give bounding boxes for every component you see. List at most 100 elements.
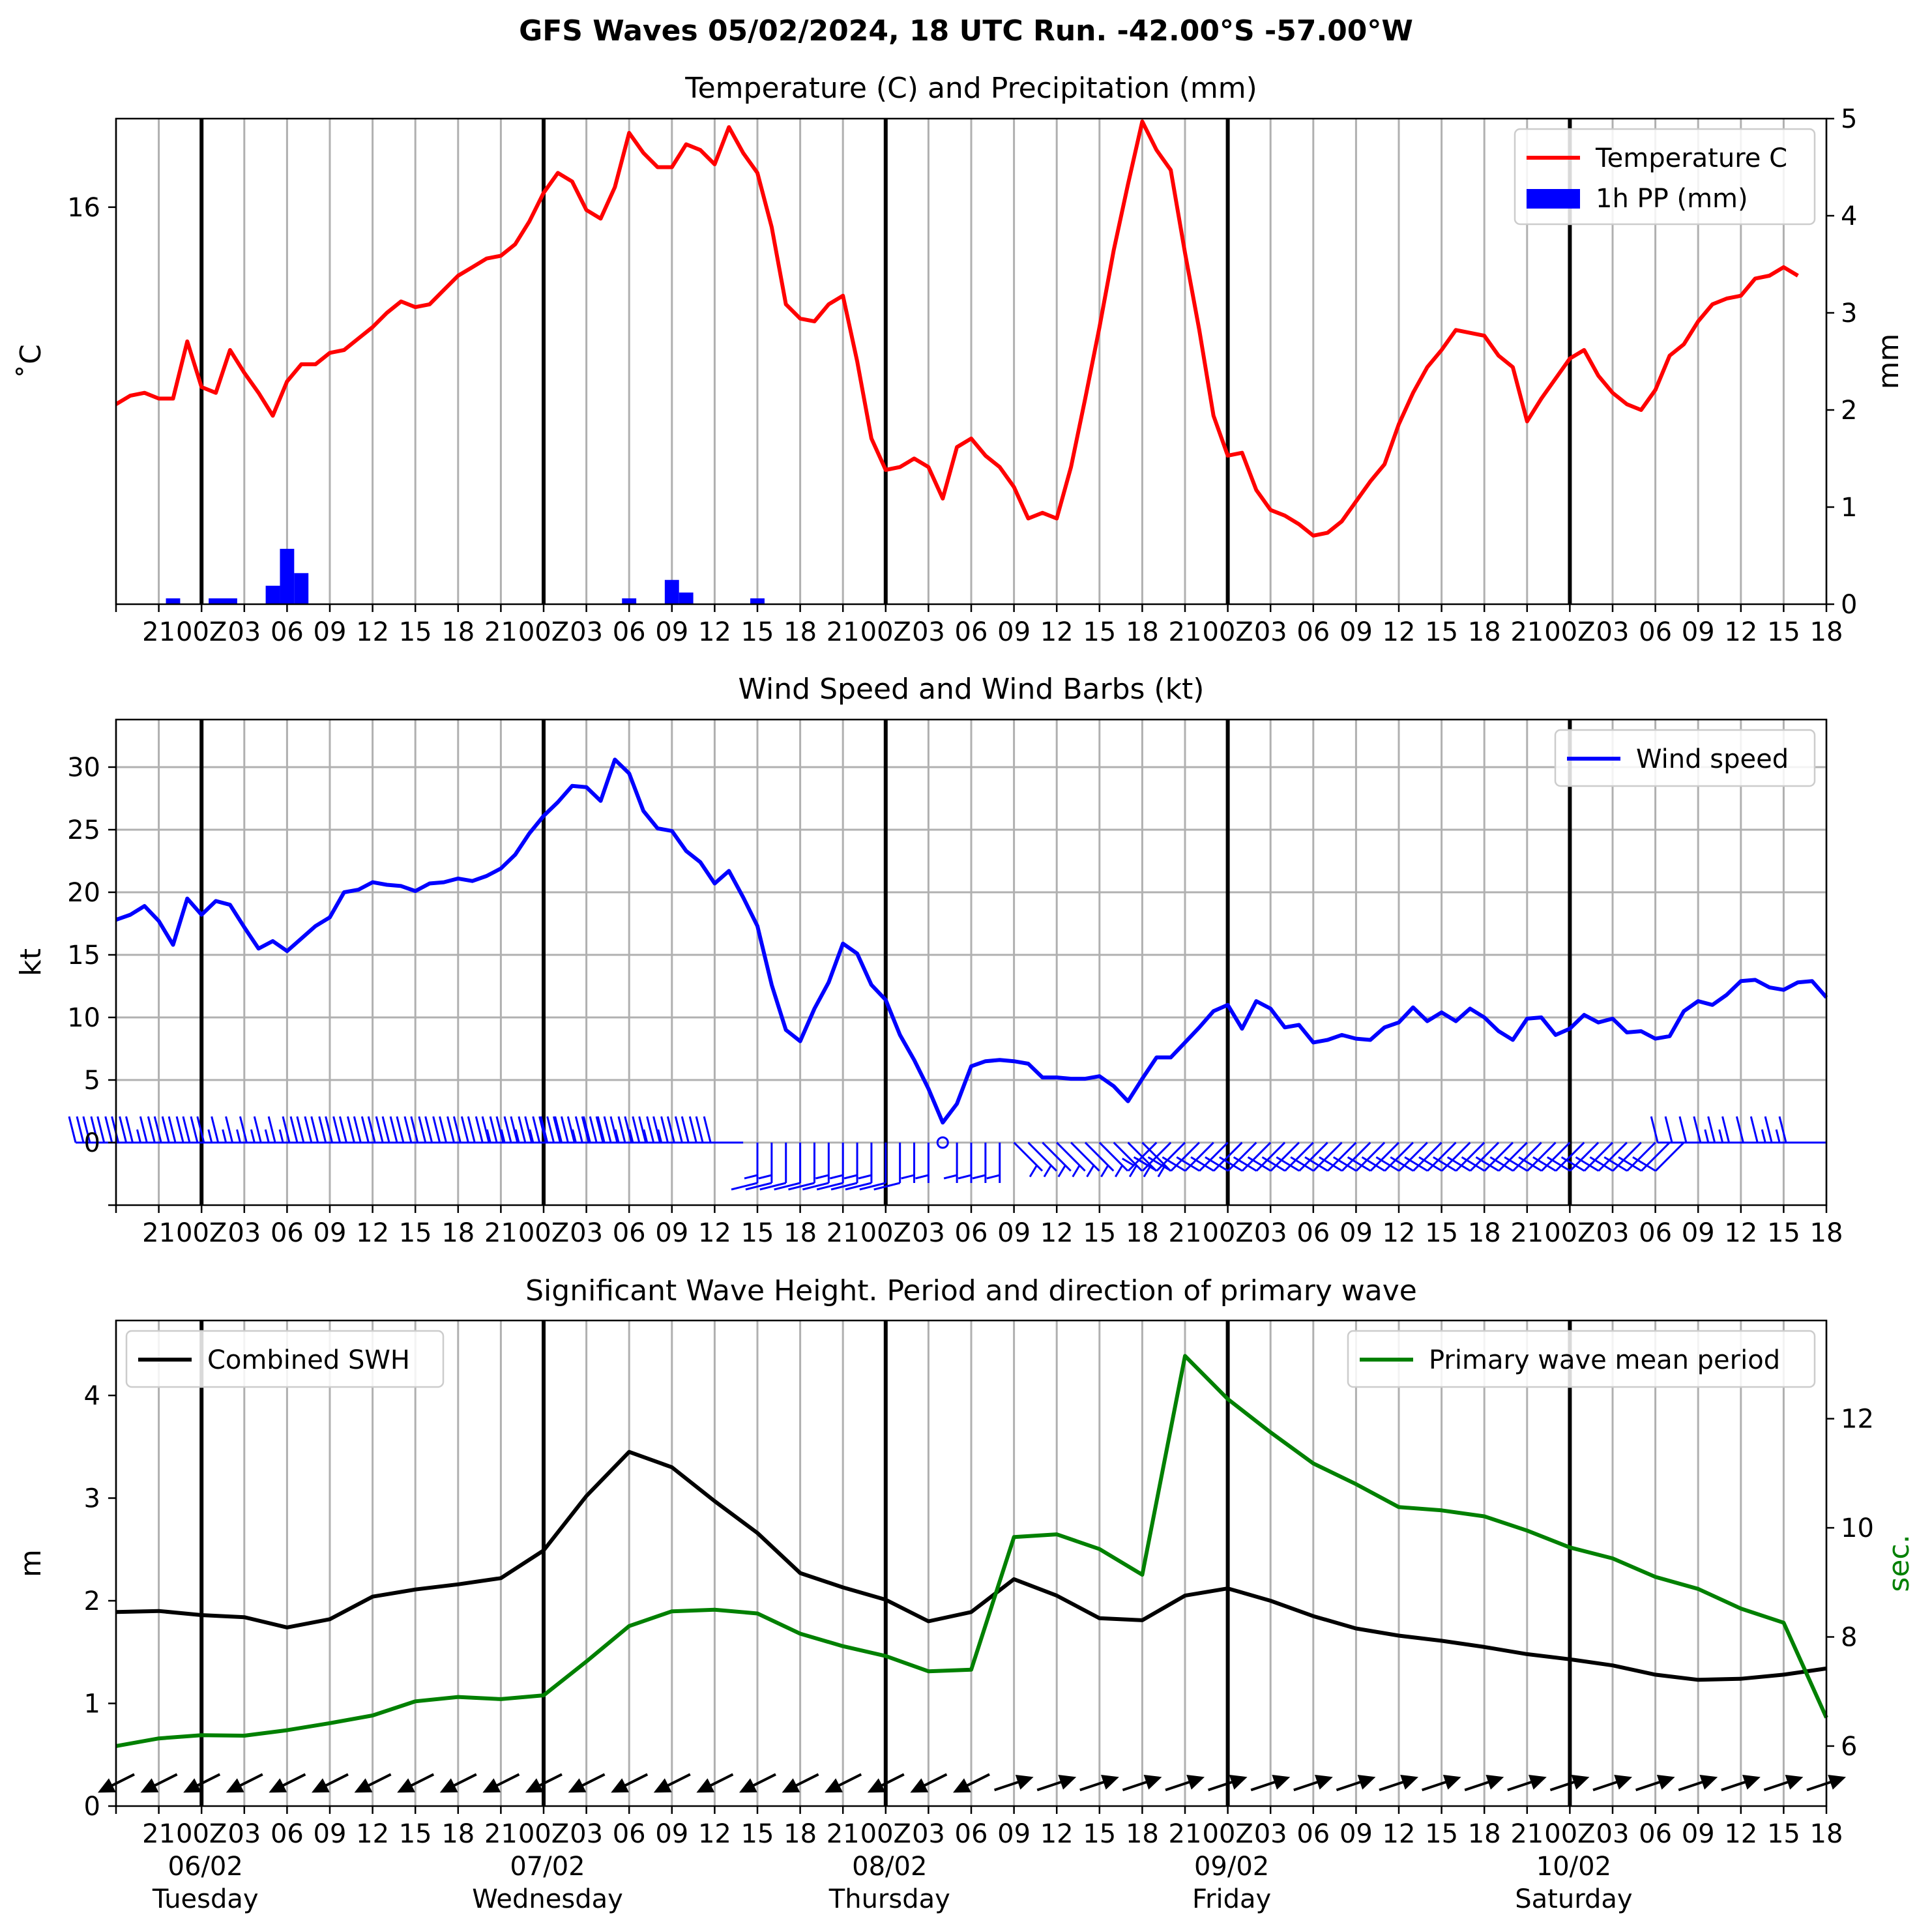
wave-direction-arrow — [397, 1773, 435, 1793]
y-tick-label: 1 — [84, 1689, 100, 1719]
x-tick-label: 06 — [955, 617, 988, 647]
wind-barb-feather — [211, 1116, 220, 1143]
y-axis-label: kt — [14, 948, 48, 976]
arrow-head — [1486, 1774, 1504, 1790]
wave-direction-arrow — [1678, 1774, 1718, 1792]
wind-barb-feather — [304, 1116, 313, 1143]
wind-barb-feather — [503, 1116, 512, 1143]
swh-legend: Combined SWH — [125, 1330, 445, 1388]
wind-barb-staff — [1113, 1141, 1143, 1172]
wind-barb-feather — [439, 1116, 447, 1143]
wind-barb-staff — [1326, 1141, 1357, 1172]
wind-barb-feather — [510, 1116, 519, 1143]
y2-tick-label: 12 — [1841, 1405, 1874, 1435]
precip-bar — [664, 579, 679, 604]
wind-barb-feather — [289, 1116, 299, 1143]
x-tick-label: 03 — [1254, 617, 1287, 647]
wind-barb-feather — [554, 1116, 563, 1143]
y-tick-label: 5 — [84, 1066, 100, 1096]
x-tick-label: 15 — [1083, 617, 1116, 647]
x-tick-label: 03 — [1254, 1218, 1287, 1248]
wind-barb-feather — [175, 1116, 184, 1143]
x-tick-label: 03 — [912, 617, 945, 647]
wind-barb-feather — [972, 1174, 986, 1180]
wind-barb-staff — [1412, 1141, 1442, 1172]
x-tick-label: 15 — [1083, 1218, 1116, 1248]
wave-direction-arrow — [354, 1773, 392, 1793]
x-tick-label: 06 — [1639, 1218, 1672, 1248]
wind-barb-feather — [986, 1174, 1001, 1180]
wind-barb-feather — [1504, 1156, 1528, 1172]
wind-barb-feather — [540, 1116, 549, 1143]
wind-barb-feather — [1128, 1165, 1137, 1178]
x-tick-label: 09 — [997, 1218, 1031, 1248]
x-tick-label: 03 — [570, 617, 603, 647]
arrow-shaft — [1122, 1779, 1151, 1792]
wind-barb-feather — [168, 1116, 177, 1143]
x-tick-label: 21 — [484, 1819, 518, 1849]
wind-barb-feather — [1532, 1156, 1557, 1172]
wave-direction-arrow — [1721, 1774, 1761, 1792]
wave-direction-arrow — [1165, 1774, 1205, 1792]
x-tick-label: 12 — [1383, 617, 1416, 647]
wind-barb-feather — [125, 1116, 134, 1143]
arrow-shaft — [993, 1779, 1023, 1792]
wind-barb-feather — [1707, 1116, 1716, 1143]
wind-barb — [1632, 1141, 1685, 1172]
x-tick-label: 09 — [1339, 1218, 1373, 1248]
wind-barb-feather — [1650, 1116, 1659, 1143]
x-tick-label: 03 — [227, 617, 261, 647]
x-tick-label: 12 — [1040, 1819, 1074, 1849]
wind-barb-feather — [1778, 1116, 1787, 1143]
arrow-shaft — [493, 1773, 520, 1788]
precip-bar — [294, 573, 309, 604]
wave-direction-arrow — [867, 1773, 905, 1793]
wind-barb-staff — [1227, 1141, 1257, 1172]
wind-barb-feather — [1319, 1156, 1343, 1172]
wind-barb-feather — [161, 1116, 170, 1143]
wave-direction-arrow — [1806, 1774, 1846, 1792]
wind-barb-feather — [1233, 1156, 1257, 1172]
wind-barb — [1098, 1141, 1129, 1178]
x-tick-label: 00Z — [1544, 1819, 1595, 1849]
wind-barb-feather — [815, 1174, 829, 1180]
arrow-head — [1357, 1774, 1376, 1790]
wind-barb-feather — [225, 1116, 233, 1143]
y-tick-label: 4 — [84, 1381, 100, 1411]
panel-wave: 21 00Z 03 06 09 12 15 18 21 00Z 03 06 09 12 15 18 21 00Z 0… — [115, 1320, 1843, 1849]
wind-barb-feather — [486, 1129, 491, 1143]
wind-barb — [695, 1116, 744, 1144]
wind-barb-staff — [1455, 1141, 1486, 1172]
x-tick-label: 18 — [1126, 1819, 1159, 1849]
wind-barb — [1650, 1116, 1699, 1144]
arrow-head — [1442, 1774, 1461, 1790]
x-tick-label: 21 — [1510, 617, 1544, 647]
wind-barb-staff — [1369, 1141, 1400, 1172]
wind-barb-feather — [624, 1116, 633, 1143]
arrow-head — [1828, 1774, 1846, 1790]
wind-barb-feather — [1575, 1156, 1600, 1172]
wind-barb-feather — [1693, 1116, 1702, 1143]
wind-barb-feather — [609, 1116, 619, 1143]
wind-barb-feather — [347, 1116, 355, 1143]
wind-barb-feather — [475, 1116, 484, 1143]
arrow-shaft — [621, 1773, 649, 1788]
x-tick-label: 18 — [1126, 1218, 1159, 1248]
wind-barb-feather — [758, 1174, 772, 1180]
x-tick-label: 03 — [570, 1218, 603, 1248]
arrow-head — [1785, 1774, 1804, 1790]
wind-barb-feather — [596, 1116, 606, 1143]
wave-direction-arrow — [1207, 1774, 1248, 1792]
wind-barb-staff — [1084, 1141, 1115, 1172]
wind-barb-feather — [1162, 1156, 1186, 1172]
x-tick-label: 09 — [1339, 1819, 1373, 1849]
wind-barb-feather — [111, 1116, 120, 1143]
legend-label: 1h PP (mm) — [1596, 184, 1748, 214]
arrow-shaft — [1549, 1779, 1579, 1792]
y-tick-label: 3 — [84, 1483, 100, 1513]
wind-barb-staff — [1527, 1141, 1557, 1172]
weekday-label: Friday — [1192, 1884, 1271, 1914]
x-tick-label: 06 — [271, 1819, 304, 1849]
wave-direction-arrow — [269, 1773, 306, 1793]
wind-barb-feather — [403, 1116, 413, 1143]
